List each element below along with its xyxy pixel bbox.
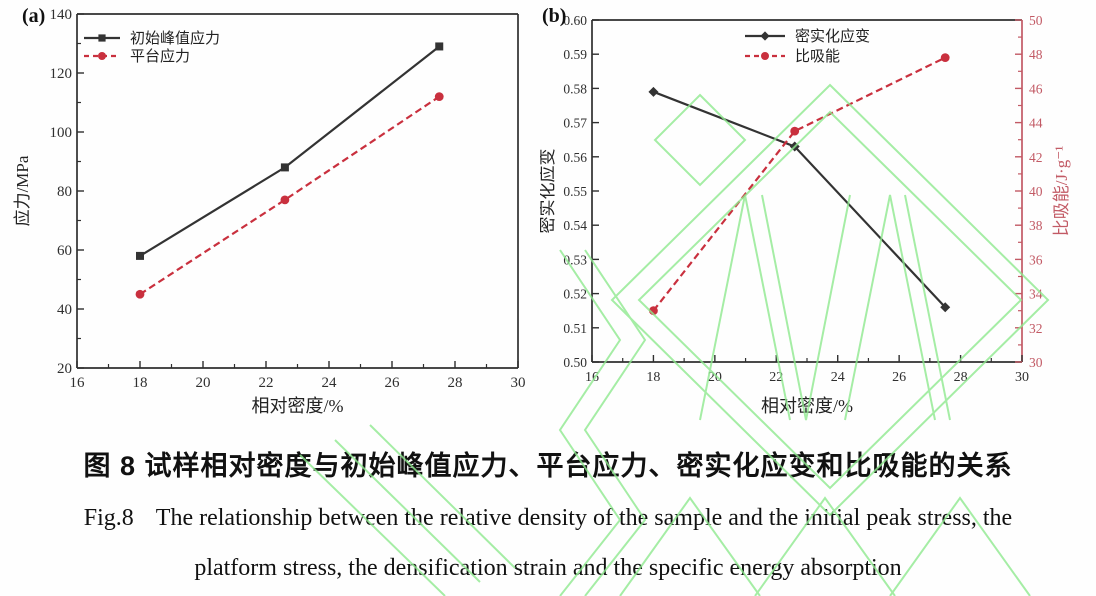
svg-text:40: 40 bbox=[57, 302, 72, 318]
svg-text:46: 46 bbox=[1029, 81, 1043, 96]
svg-text:(a): (a) bbox=[22, 5, 45, 27]
svg-text:比吸能/J·g⁻¹: 比吸能/J·g⁻¹ bbox=[1052, 146, 1071, 237]
y-axis-right: 30 32 34 36 38 40 42 44 46 48 50 比吸能/J·g⁻¹ bbox=[1015, 13, 1071, 370]
svg-text:140: 140 bbox=[50, 7, 73, 23]
svg-text:30: 30 bbox=[1029, 355, 1043, 370]
svg-text:0.53: 0.53 bbox=[563, 252, 587, 267]
svg-text:0.51: 0.51 bbox=[563, 321, 587, 336]
y-axis-left: 0.50 0.51 0.52 0.53 0.54 0.55 0.56 0.57 0.58 0.59… bbox=[563, 13, 599, 370]
svg-text:50: 50 bbox=[1029, 13, 1043, 28]
svg-text:18: 18 bbox=[133, 375, 148, 391]
panel-label: (a) bbox=[22, 5, 45, 27]
series-0 bbox=[648, 86, 951, 313]
caption-english-text1: The relationship between the relative de… bbox=[155, 505, 1013, 531]
svg-text:30: 30 bbox=[511, 375, 526, 391]
svg-text:0.50: 0.50 bbox=[563, 355, 587, 370]
svg-text:20: 20 bbox=[708, 370, 722, 385]
x-axis: 16 18 20 22 24 26 28 30 bbox=[70, 361, 526, 391]
svg-text:24: 24 bbox=[322, 375, 338, 391]
svg-text:0.59: 0.59 bbox=[563, 47, 587, 62]
series-1 bbox=[135, 92, 444, 299]
svg-text:26: 26 bbox=[385, 375, 401, 391]
svg-text:平台应力: 平台应力 bbox=[130, 47, 190, 65]
svg-text:28: 28 bbox=[448, 375, 463, 391]
svg-text:20: 20 bbox=[57, 361, 72, 377]
svg-text:24: 24 bbox=[831, 370, 845, 385]
x-axis: 16 18 20 22 24 26 28 30 bbox=[585, 355, 1029, 385]
svg-text:36: 36 bbox=[1029, 252, 1043, 267]
svg-text:32: 32 bbox=[1029, 321, 1043, 336]
svg-text:80: 80 bbox=[57, 184, 72, 200]
svg-text:密实化应变: 密实化应变 bbox=[540, 149, 557, 234]
svg-text:16: 16 bbox=[585, 370, 599, 385]
svg-text:60: 60 bbox=[57, 243, 72, 259]
svg-text:初始峰值应力: 初始峰值应力 bbox=[130, 29, 220, 47]
svg-text:(b): (b) bbox=[542, 5, 566, 27]
svg-text:0.60: 0.60 bbox=[563, 13, 587, 28]
svg-text:相对密度/%: 相对密度/% bbox=[761, 396, 853, 416]
svg-text:48: 48 bbox=[1029, 47, 1043, 62]
svg-text:42: 42 bbox=[1029, 150, 1043, 165]
svg-text:比吸能: 比吸能 bbox=[795, 48, 840, 65]
axis-labels: 相对密度/% 应力/MPa bbox=[13, 155, 344, 416]
chart-a-svg: 16 18 20 22 24 26 28 30 20 40 60 80 100 120 140 相对密度/% 应… bbox=[13, 5, 526, 416]
svg-text:34: 34 bbox=[1029, 287, 1043, 302]
caption-english-line2: platform stress, the densification strai… bbox=[194, 555, 902, 581]
svg-text:120: 120 bbox=[50, 66, 73, 82]
svg-text:0.58: 0.58 bbox=[563, 81, 587, 96]
svg-text:38: 38 bbox=[1029, 218, 1043, 233]
svg-text:16: 16 bbox=[70, 375, 86, 391]
svg-text:应力/MPa: 应力/MPa bbox=[13, 155, 32, 226]
svg-text:26: 26 bbox=[892, 370, 906, 385]
chart-a: 16 18 20 22 24 26 28 30 20 40 60 80 100 120 140 相对密度/% 应… bbox=[0, 0, 540, 440]
svg-text:28: 28 bbox=[954, 370, 968, 385]
caption-chinese: 图 8 试样相对密度与初始峰值应力、平台应力、密实化应变和比吸能的关系 bbox=[0, 444, 1096, 483]
series-1 bbox=[649, 53, 950, 316]
caption-chinese-text: 图 8 试样相对密度与初始峰值应力、平台应力、密实化应变和比吸能的关系 bbox=[83, 451, 1013, 481]
panel-label: (b) bbox=[542, 5, 566, 27]
svg-text:40: 40 bbox=[1029, 184, 1043, 199]
svg-text:100: 100 bbox=[50, 125, 73, 141]
chart-b-svg: 16 18 20 22 24 26 28 30 0.50 0.51 0.52 0.53 0.54 0.55… bbox=[538, 5, 1071, 416]
svg-text:22: 22 bbox=[769, 370, 783, 385]
y-axis-left: 20 40 60 80 100 120 140 bbox=[50, 7, 84, 377]
caption-fig-label: Fig.8 bbox=[83, 505, 134, 531]
caption-english-line1: Fig.8 The relationship between the relat… bbox=[0, 505, 1096, 532]
svg-text:0.56: 0.56 bbox=[563, 150, 587, 165]
svg-text:相对密度/%: 相对密度/% bbox=[252, 396, 344, 416]
svg-text:22: 22 bbox=[259, 375, 274, 391]
svg-text:0.57: 0.57 bbox=[563, 116, 587, 131]
svg-text:30: 30 bbox=[1015, 370, 1029, 385]
series-0 bbox=[136, 42, 444, 260]
svg-text:44: 44 bbox=[1029, 116, 1043, 131]
chart-b: 16 18 20 22 24 26 28 30 0.50 0.51 0.52 0.53 0.54 0.55… bbox=[538, 0, 1096, 440]
svg-text:18: 18 bbox=[646, 370, 660, 385]
svg-text:密实化应变: 密实化应变 bbox=[795, 27, 870, 45]
svg-text:0.54: 0.54 bbox=[563, 218, 587, 233]
svg-text:0.55: 0.55 bbox=[563, 184, 587, 199]
svg-text:20: 20 bbox=[196, 375, 211, 391]
svg-text:0.52: 0.52 bbox=[563, 287, 587, 302]
